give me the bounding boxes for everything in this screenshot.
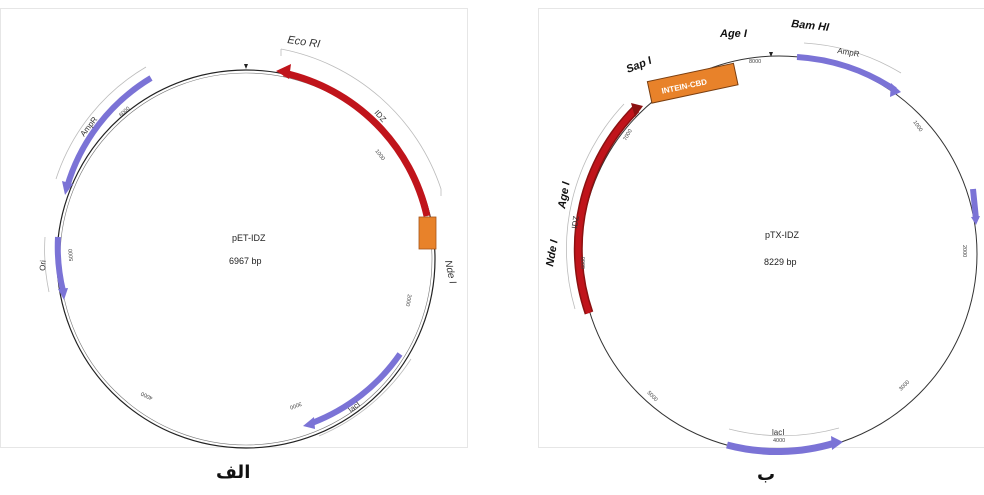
origin-marker [244,64,248,69]
idz-arc [283,69,431,217]
tick-5000: 5000 [68,249,75,262]
ori-arrowhead [58,288,68,300]
ampr-bracket [803,42,902,74]
feature-arrowhead-right [971,216,980,225]
caption-panel-a: الف [216,462,251,483]
tick-1000: 1000 [373,149,385,162]
tick-4000: 4000 [773,438,785,444]
feature-ori: Ori [38,260,48,271]
feature-ampr: AmpR [837,46,861,59]
idz-bracket [280,48,442,196]
ampr-arrowhead [890,83,901,97]
plasmid-map-pet-idz: pET-IDZ 6967 bp Eco RI Nde I IDZ AmpR Or… [0,8,468,449]
pet-idz-map-svg: pET-IDZ 6967 bp Eco RI Nde I IDZ AmpR Or… [38,34,458,449]
feature-arc-right [970,188,979,220]
ampr-bracket [55,66,147,180]
idz-arc [575,106,639,314]
laci-arrowhead [831,436,843,450]
idz-arrowhead [276,64,291,79]
caption-panel-b: ب [757,464,776,485]
tick-4000: 4000 [140,390,154,401]
ampr-arc [796,54,897,93]
site-age-i-top: Age I [719,28,748,40]
intein-cbd-box: INTEIN-CBD [646,62,739,104]
laci-arc [726,439,837,456]
tick-7000: 7000 [623,128,634,142]
origin-marker [769,52,773,57]
tick-5000: 5000 [646,390,659,403]
laci-bracket [318,358,412,437]
laci-bracket [728,427,840,437]
tick-3000: 3000 [898,380,911,393]
laci-arrowhead [303,417,315,429]
tick-1000: 1000 [911,120,923,133]
tick-2000: 2000 [404,294,412,307]
feature-laci: lacI [772,428,784,437]
ori-arc [54,236,66,292]
plasmid-name: pTX-IDZ [765,230,800,240]
laci-arc [310,352,403,426]
ampr-arc [64,75,153,188]
tick-3000: 3000 [289,400,303,410]
backbone [580,55,978,453]
site-nde-i: Nde I [442,259,458,285]
site-nde-i: Nde I [544,238,561,267]
ori-bracket [44,236,50,293]
site-eco-ri: Eco RI [287,34,321,50]
promoter-box [418,216,437,250]
tick-8000: 8000 [749,59,761,65]
feature-idz: IDZ [570,215,581,229]
plasmid-size: 6967 bp [229,256,262,266]
tick-6000: 6000 [581,257,587,269]
tick-2000: 2000 [961,245,967,257]
plasmid-map-ptx-idz: INTEIN-CBD pTX-IDZ 8229 bp Sap I Age I B… [538,8,984,456]
site-sap-i: Sap I [625,54,655,75]
site-bam-hi: Bam HI [791,18,831,34]
idz-arrowhead [631,103,643,117]
idz-bracket [566,103,625,310]
site-age-i-left: Age I [556,180,573,210]
ampr-arrowhead [62,181,73,195]
plasmid-name: pET-IDZ [232,233,266,243]
tick-6000: 6000 [118,106,131,119]
plasmid-size: 8229 bp [764,257,797,267]
ptx-idz-map-svg: INTEIN-CBD pTX-IDZ 8229 bp Sap I Age I B… [544,18,980,456]
